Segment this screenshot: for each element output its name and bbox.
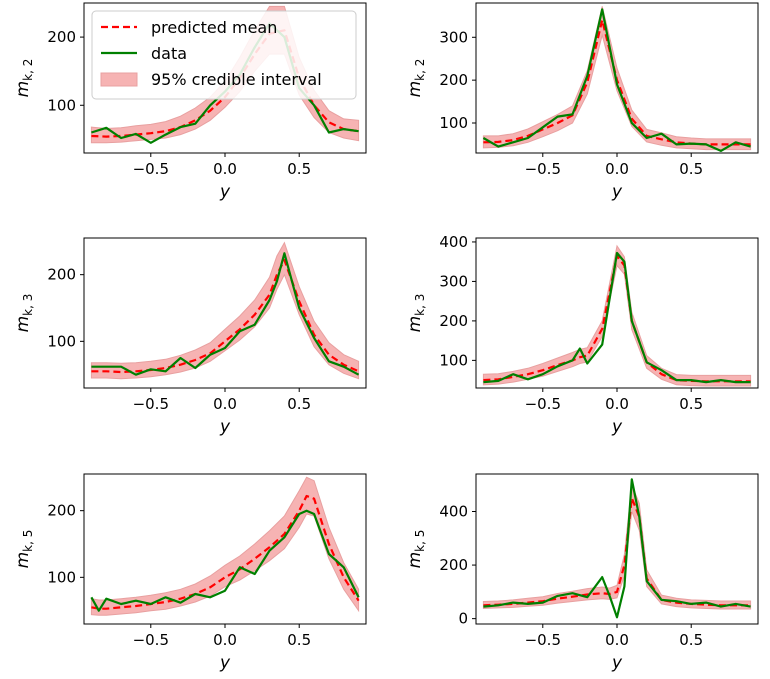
legend-mean-label: predicted mean <box>151 18 277 37</box>
y-tick-label: 200 <box>439 312 468 330</box>
legend-data-label: data <box>151 44 187 63</box>
y-tick-label: 300 <box>439 272 468 290</box>
panel-middle-left: −0.5 0.0 0.5 100 200 y mk, 3 <box>13 237 367 437</box>
y-axis-label: mk, 5 <box>405 530 427 569</box>
y-tick-label: 100 <box>47 332 76 350</box>
y-tick-label: 200 <box>439 556 468 574</box>
x-tick-label: 0.5 <box>679 395 703 413</box>
y-tick-label: 200 <box>47 28 76 46</box>
data-line <box>483 251 751 384</box>
x-tick-label: 0.0 <box>605 631 629 649</box>
y-axis-label: mk, 2 <box>13 59 35 98</box>
x-tick-label: −0.5 <box>133 395 169 413</box>
legend: predicted mean data 95% credible interval <box>91 10 357 100</box>
y-axis-label: mk, 2 <box>405 59 427 98</box>
data-line <box>482 8 751 152</box>
x-tick-label: 0.0 <box>213 395 237 413</box>
x-tick-label: 0.0 <box>605 160 629 178</box>
x-tick-label: −0.5 <box>525 631 561 649</box>
predicted-mean-line <box>483 254 751 383</box>
x-axis-label: y <box>219 417 231 437</box>
legend-frame <box>91 10 357 100</box>
y-axis-label: mk, 5 <box>13 530 35 569</box>
x-tick-label: 0.5 <box>287 160 311 178</box>
x-tick-label: 0.5 <box>287 631 311 649</box>
y-tick-label: 100 <box>47 96 76 114</box>
panel-bottom-right: −0.5 0.0 0.5 0 200 400 y mk, 5 <box>405 473 759 673</box>
x-tick-label: −0.5 <box>133 160 169 178</box>
legend-interval-swatch <box>100 72 138 87</box>
x-tick-label: −0.5 <box>133 631 169 649</box>
predicted-mean-line <box>483 497 751 607</box>
y-tick-label: 200 <box>439 71 468 89</box>
panel-top-right: −0.5 0.0 0.5 100 200 300 y mk, 2 <box>405 2 759 202</box>
legend-interval-label: 95% credible interval <box>151 70 322 89</box>
y-tick-label: 100 <box>47 568 76 586</box>
x-tick-label: 0.5 <box>679 160 703 178</box>
x-axis-label: y <box>219 182 231 202</box>
y-tick-label: 400 <box>439 233 468 251</box>
y-tick-label: 100 <box>439 114 468 132</box>
x-tick-label: −0.5 <box>525 395 561 413</box>
credible-interval-band <box>482 484 752 610</box>
x-axis-label: y <box>219 653 231 673</box>
predicted-mean-line <box>91 258 360 374</box>
y-tick-label: 100 <box>439 351 468 369</box>
credible-interval-band <box>90 476 360 616</box>
y-tick-label: 300 <box>439 28 468 46</box>
predicted-mean-line <box>91 494 360 610</box>
y-tick-label: 400 <box>439 503 468 521</box>
y-axis-label: mk, 3 <box>13 294 35 333</box>
x-axis-label: y <box>611 653 623 673</box>
x-tick-label: 0.0 <box>213 631 237 649</box>
x-tick-label: 0.0 <box>605 395 629 413</box>
y-tick-label: 200 <box>47 502 76 520</box>
data-line <box>91 252 360 376</box>
y-tick-label: 200 <box>47 266 76 284</box>
panel-bottom-left: −0.5 0.0 0.5 100 200 y mk, 5 <box>13 473 367 673</box>
credible-interval-band <box>90 241 360 380</box>
panel-middle-right: −0.5 0.0 0.5 100 200 300 400 y mk, 3 <box>405 233 759 437</box>
x-tick-label: −0.5 <box>525 160 561 178</box>
x-tick-label: 0.5 <box>679 631 703 649</box>
y-tick-label: 0 <box>458 610 468 628</box>
y-axis-label: mk, 3 <box>405 294 427 333</box>
x-tick-label: 0.5 <box>287 395 311 413</box>
x-tick-label: 0.0 <box>213 160 237 178</box>
data-line <box>483 478 751 619</box>
x-axis-label: y <box>611 417 623 437</box>
data-line <box>90 509 360 612</box>
x-axis-label: y <box>611 182 623 202</box>
credible-interval-band <box>482 244 752 387</box>
